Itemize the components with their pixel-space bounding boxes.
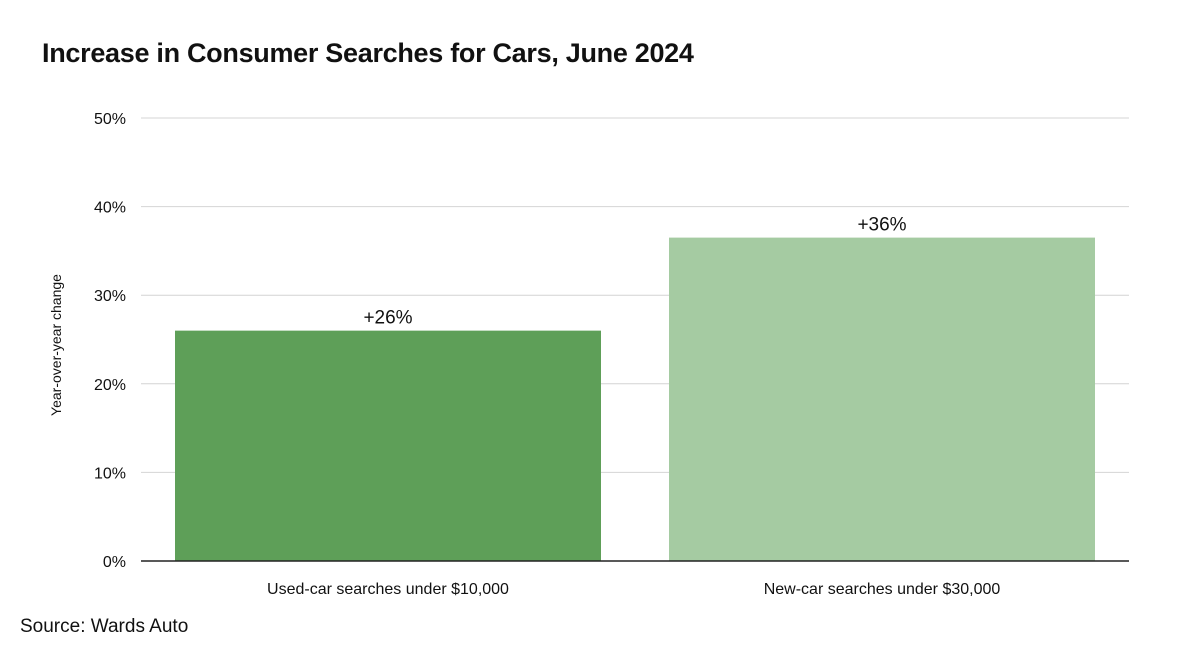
bars <box>175 237 1095 562</box>
source-note: Source: Wards Auto <box>20 616 189 637</box>
data-label: +36% <box>857 215 906 236</box>
labels: 0% 10% 20% 30% 40% 50% +26% Used-car searches u… <box>94 111 1000 598</box>
chart-title: Increase in Consumer Searches for Cars, … <box>42 38 694 68</box>
data-label: +26% <box>363 308 412 329</box>
y-tick-label: 10% <box>94 465 126 482</box>
x-category-label: New-car searches under $30,000 <box>764 581 1001 598</box>
bar <box>669 237 1095 562</box>
y-tick-label: 0% <box>103 554 126 571</box>
y-tick-label: 30% <box>94 288 126 305</box>
x-category-label: Used-car searches under $10,000 <box>267 581 509 598</box>
bar <box>175 330 601 561</box>
y-tick-label: 50% <box>94 111 126 128</box>
y-tick-label: 20% <box>94 377 126 394</box>
y-tick-label: 40% <box>94 200 126 217</box>
